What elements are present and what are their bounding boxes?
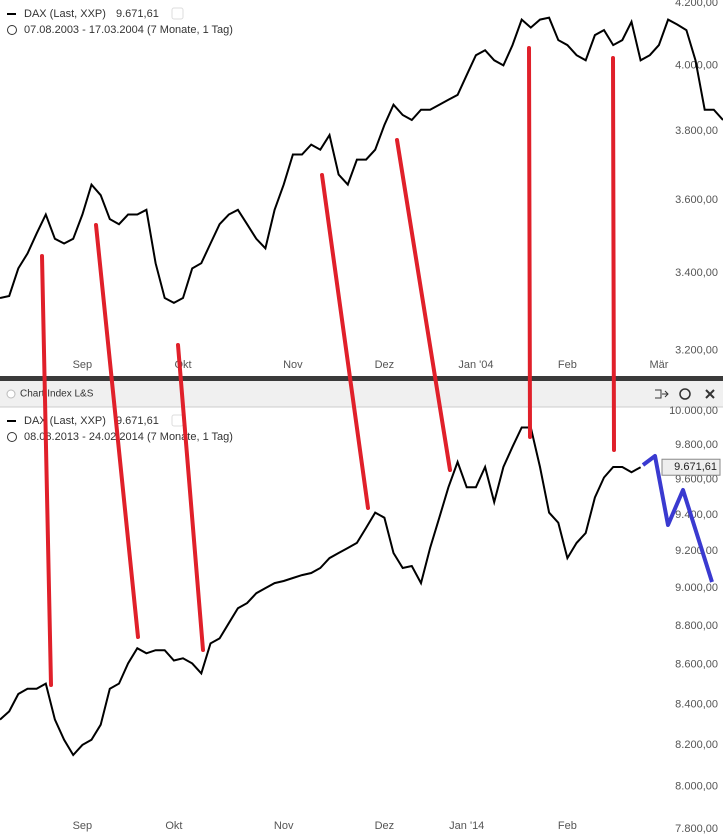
- y-tick-label: 3.800,00: [675, 125, 718, 137]
- y-tick-label: 4.200,00: [675, 0, 718, 9]
- clock-icon: [7, 432, 17, 442]
- chart-subtitle: 07.08.2003 - 17.03.2004 (7 Monate, 1 Tag…: [24, 24, 233, 36]
- x-tick-label: Mär: [649, 359, 668, 371]
- projection-line: [641, 454, 714, 583]
- chart-title: DAX (Last, XXP): [24, 415, 106, 427]
- chart-subtitle: 08.08.2013 - 24.02.2014 (7 Monate, 1 Tag…: [24, 431, 233, 443]
- annotation-line: [40, 254, 53, 687]
- y-tick-label: 7.800,00: [675, 823, 718, 835]
- price-line: [0, 426, 642, 757]
- y-tick-label: 8.200,00: [675, 739, 718, 751]
- clock-icon: [7, 25, 17, 35]
- toolbar-icon: [6, 389, 16, 399]
- annotation-line: [176, 343, 205, 652]
- chart-title: DAX (Last, XXP): [24, 8, 106, 20]
- annotation-line: [611, 56, 616, 452]
- plot: 7.800,00 8.000,00 8.200,00 8.400,00 8.600,00…: [0, 405, 721, 835]
- y-tick-label: 10.000,00: [669, 405, 718, 417]
- y-tick-label: 8.400,00: [675, 698, 718, 710]
- settings-button[interactable]: [679, 388, 691, 400]
- close-button[interactable]: [705, 389, 715, 399]
- x-tick-label: Okt: [174, 359, 191, 371]
- y-tick-label: 9.200,00: [675, 545, 718, 557]
- y-tick-label: 9.600,00: [675, 474, 718, 486]
- panel-separator: [0, 376, 723, 381]
- annotation-line: [395, 138, 452, 472]
- x-tick-label: Okt: [165, 820, 182, 832]
- annotation-line: [94, 223, 140, 639]
- x-tick-label: Nov: [283, 359, 303, 371]
- last-value-badge: [661, 458, 721, 476]
- y-tick-label: 3.400,00: [675, 267, 718, 279]
- plot: 3.200,003.400,003.600,003.800,004.000,00…: [0, 0, 723, 371]
- y-tick-label: 9.000,00: [675, 582, 718, 594]
- y-tick-label: 8.600,00: [675, 659, 718, 671]
- y-tick-label: 9.400,00: [675, 509, 718, 521]
- x-tick-label: Nov: [274, 820, 294, 832]
- legend-swatch: [7, 420, 16, 422]
- export-button[interactable]: [655, 389, 669, 399]
- legend-swatch: [7, 13, 16, 15]
- toolbar: [0, 381, 723, 407]
- settings-icon[interactable]: [171, 7, 184, 20]
- price-line: [0, 16, 723, 305]
- y-tick-label: 3.200,00: [675, 345, 718, 357]
- x-tick-label: Sep: [73, 820, 93, 832]
- x-tick-label: Feb: [558, 359, 577, 371]
- annotations: [40, 46, 616, 687]
- x-tick-label: Jan '14: [449, 820, 484, 832]
- y-tick-label: 9.800,00: [675, 439, 718, 451]
- annotation-line: [320, 173, 370, 510]
- annotation-line: [527, 46, 532, 439]
- header-value: 9.671,61: [116, 8, 159, 20]
- x-tick-label: Jan '04: [458, 359, 493, 371]
- x-tick-label: Dez: [375, 359, 395, 371]
- last-value-label: 9.671,61: [674, 461, 717, 473]
- y-tick-label: 8.000,00: [675, 780, 718, 792]
- x-tick-label: Dez: [375, 820, 395, 832]
- y-tick-label: 3.600,00: [675, 194, 718, 206]
- x-tick-label: Sep: [73, 359, 93, 371]
- y-tick-label: 8.800,00: [675, 620, 718, 632]
- x-tick-label: Feb: [558, 820, 577, 832]
- toolbar-title: Chart Index L&S: [20, 389, 94, 400]
- header-value: 9.671,61: [116, 415, 159, 427]
